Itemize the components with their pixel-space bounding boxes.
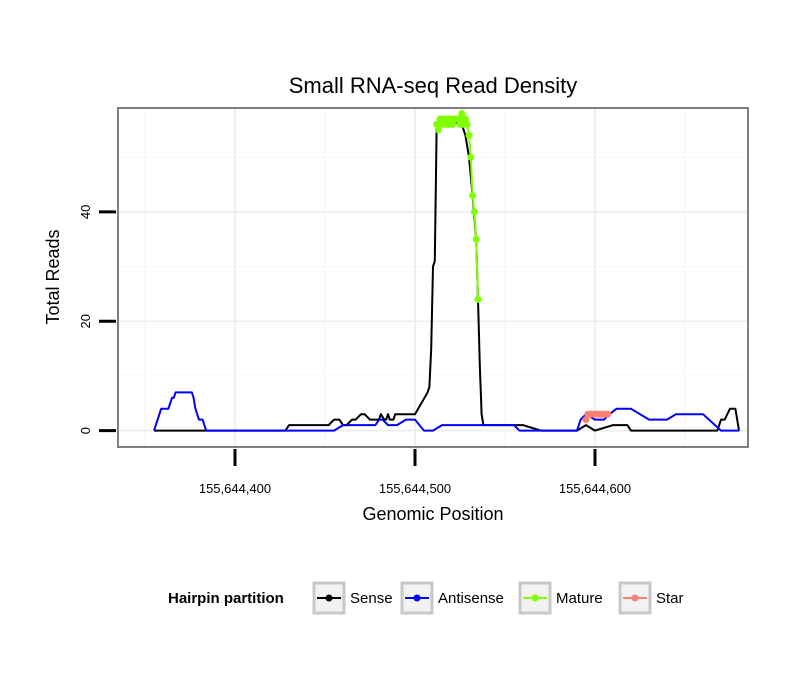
data-point-mature [469, 191, 477, 199]
data-point-mature [463, 120, 471, 128]
data-point-mature [470, 208, 478, 216]
series-antisense [153, 391, 739, 432]
y-tick-label: 20 [78, 314, 93, 328]
series-layer [153, 109, 740, 432]
data-point-mature [454, 115, 462, 123]
legend-item-antisense: Antisense [400, 581, 504, 615]
data-point-mature [458, 109, 466, 117]
data-point-mature [449, 120, 457, 128]
x-tick-label: 155,644,400 [199, 481, 271, 496]
chart-title: Small RNA-seq Read Density [289, 73, 578, 98]
legend: Hairpin partition Sense Antisense Mature St… [168, 581, 684, 615]
legend-key-point [413, 594, 421, 602]
y-axis-label: Total Reads [43, 229, 63, 324]
legend-label: Antisense [438, 590, 504, 607]
legend-key-point [631, 594, 639, 602]
y-tick-label: 40 [78, 205, 93, 219]
data-point-mature [465, 131, 473, 139]
legend-label: Sense [350, 590, 393, 607]
legend-item-star: Star [618, 581, 684, 615]
legend-label: Mature [556, 590, 603, 607]
data-point-mature [467, 153, 475, 161]
data-point-mature [433, 120, 441, 128]
legend-label: Star [656, 590, 684, 607]
legend-item-mature: Mature [518, 581, 603, 615]
series-mature [433, 109, 482, 303]
y-tick-label: 0 [78, 427, 93, 434]
x-axis-label: Genomic Position [362, 504, 503, 524]
legend-key-point [531, 594, 539, 602]
data-point-mature [434, 126, 442, 134]
plot-border [117, 107, 749, 448]
x-tick-label: 155,644,500 [379, 481, 451, 496]
series-star [582, 410, 612, 424]
data-point-mature [472, 235, 480, 243]
data-point-mature [474, 295, 482, 303]
legend-title: Hairpin partition [168, 590, 284, 607]
axes: 155,644,400 155,644,500 155,644,600 0 20 40 [78, 205, 631, 496]
data-point-mature [461, 115, 469, 123]
legend-item-sense: Sense [312, 581, 393, 615]
legend-items: Sense Antisense Mature Star [312, 581, 684, 615]
legend-key-point [325, 594, 333, 602]
data-point-star [582, 416, 590, 424]
data-point-star [604, 410, 612, 418]
x-tick-label: 155,644,600 [559, 481, 631, 496]
series-line-antisense [153, 391, 739, 432]
